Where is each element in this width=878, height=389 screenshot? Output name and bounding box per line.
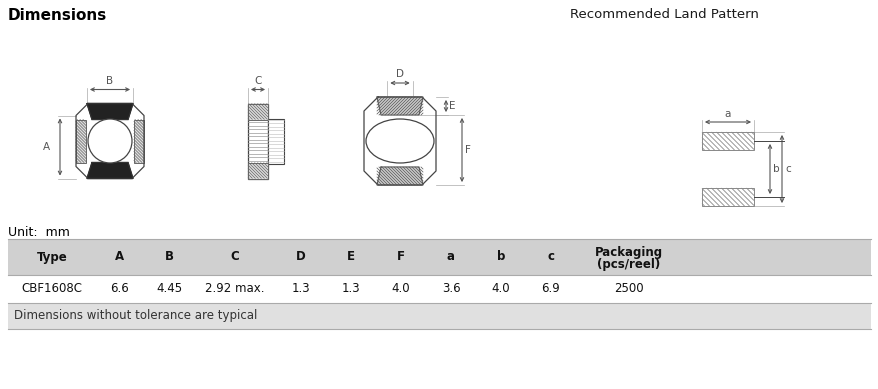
Bar bbox=[702, 132, 753, 150]
Text: a: a bbox=[447, 251, 455, 263]
Text: 3.6: 3.6 bbox=[441, 282, 460, 296]
Text: D: D bbox=[296, 251, 306, 263]
Text: B: B bbox=[164, 251, 173, 263]
Text: (pcs/reel): (pcs/reel) bbox=[596, 258, 659, 272]
Text: Unit:  mm: Unit: mm bbox=[8, 226, 69, 239]
Text: 2.92 max.: 2.92 max. bbox=[205, 282, 264, 296]
Text: F: F bbox=[397, 251, 405, 263]
Bar bbox=[76, 119, 86, 163]
Ellipse shape bbox=[365, 119, 434, 163]
Polygon shape bbox=[76, 103, 144, 179]
Polygon shape bbox=[363, 97, 435, 185]
Text: 4.45: 4.45 bbox=[155, 282, 182, 296]
Text: a: a bbox=[724, 109, 730, 119]
Bar bbox=[8, 275, 870, 303]
Text: c: c bbox=[784, 164, 790, 174]
Text: 4.0: 4.0 bbox=[392, 282, 410, 296]
Bar bbox=[248, 103, 268, 119]
Text: E: E bbox=[347, 251, 355, 263]
Text: 1.3: 1.3 bbox=[291, 282, 310, 296]
Text: C: C bbox=[254, 75, 262, 86]
Text: Dimensions: Dimensions bbox=[8, 8, 107, 23]
Bar bbox=[702, 188, 753, 206]
Bar bbox=[268, 119, 284, 163]
Text: 4.0: 4.0 bbox=[491, 282, 510, 296]
Bar bbox=[248, 163, 268, 179]
Text: Type: Type bbox=[37, 251, 68, 263]
Text: Packaging: Packaging bbox=[594, 246, 662, 259]
Text: A: A bbox=[115, 251, 125, 263]
Bar bbox=[248, 103, 268, 179]
Text: Dimensions without tolerance are typical: Dimensions without tolerance are typical bbox=[14, 310, 257, 322]
Text: b: b bbox=[772, 164, 779, 174]
Text: D: D bbox=[396, 69, 404, 79]
Text: A: A bbox=[43, 142, 50, 152]
Text: 6.9: 6.9 bbox=[541, 282, 560, 296]
Text: CBF1608C: CBF1608C bbox=[21, 282, 83, 296]
Polygon shape bbox=[87, 163, 133, 179]
Text: Recommended Land Pattern: Recommended Land Pattern bbox=[569, 8, 758, 21]
Text: 1.3: 1.3 bbox=[342, 282, 360, 296]
Text: C: C bbox=[230, 251, 239, 263]
Text: 2500: 2500 bbox=[613, 282, 643, 296]
Bar bbox=[133, 119, 144, 163]
Bar bbox=[8, 303, 870, 329]
Text: c: c bbox=[547, 251, 554, 263]
Text: B: B bbox=[106, 75, 113, 86]
Circle shape bbox=[88, 119, 132, 163]
Bar bbox=[8, 239, 870, 275]
Text: E: E bbox=[449, 101, 455, 111]
Polygon shape bbox=[87, 103, 133, 119]
Polygon shape bbox=[377, 167, 422, 185]
Polygon shape bbox=[377, 97, 422, 115]
Text: b: b bbox=[496, 251, 505, 263]
Text: F: F bbox=[464, 145, 471, 155]
Text: 6.6: 6.6 bbox=[111, 282, 129, 296]
